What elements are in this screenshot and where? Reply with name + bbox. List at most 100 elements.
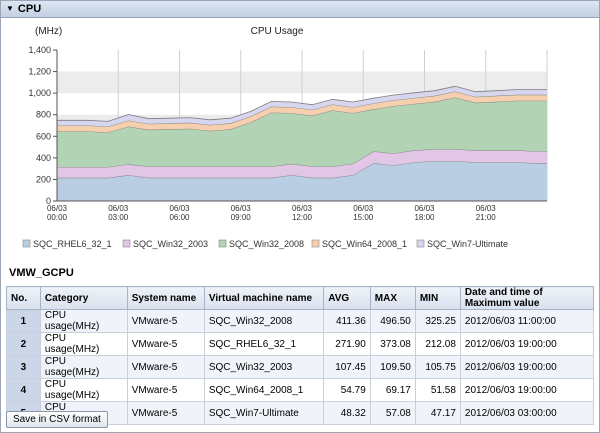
- table-cell: 4: [6, 378, 41, 402]
- column-header: System name: [126, 286, 205, 310]
- y-tick-label: 1,200: [28, 67, 51, 77]
- legend-label: SQC_Win32_2003: [133, 239, 208, 249]
- area-series: [57, 86, 547, 127]
- table-cell: 2: [6, 332, 41, 356]
- cpu-section-header[interactable]: ▼ CPU: [1, 1, 599, 18]
- table-cell: VMware-5: [126, 401, 205, 425]
- cpu-usage-chart: 0 200 400 600 800 1,000 1,200 1,400 06/03 00:00 06…: [22, 26, 548, 249]
- y-tick-label: 1,000: [28, 88, 51, 98]
- y-tick-label: 0: [46, 196, 51, 206]
- table-cell: 373.08: [369, 332, 416, 356]
- legend-swatch: [311, 239, 320, 248]
- table-cell: 2012/06/03 11:00:00: [459, 309, 595, 333]
- series-line: [57, 85, 547, 122]
- legend-swatch: [122, 239, 131, 248]
- column-header: Category: [39, 286, 128, 310]
- x-tick-label: 06/03: [231, 204, 252, 213]
- table-cell: SQC_RHEL6_32_1: [203, 332, 325, 356]
- table-cell: VMware-5: [126, 378, 205, 402]
- table-body: 1 CPU usage(MHz) VMware-5 SQC_Win32_2008 411…: [6, 309, 595, 425]
- table-cell: 47.17: [414, 401, 461, 425]
- table-cell: 107.45: [323, 355, 371, 379]
- x-tick-label: 21:00: [476, 213, 497, 222]
- table-cell: 271.90: [323, 332, 371, 356]
- table-cell: 411.36: [323, 309, 371, 333]
- table-cell: 48.32: [323, 401, 371, 425]
- x-tick-label: 06/03: [108, 204, 129, 213]
- area-series: [57, 97, 547, 167]
- table-cell: 2012/06/03 19:00:00: [459, 355, 595, 379]
- cpu-usage-table: No. Category System name Virtual machine na…: [6, 286, 595, 425]
- table-cell: VMware-5: [126, 355, 205, 379]
- triangle-down-icon[interactable]: ▼: [6, 4, 14, 13]
- legend-label: SQC_Win64_2008_1: [322, 239, 407, 249]
- x-tick-label: 09:00: [231, 213, 252, 222]
- area-series: [57, 149, 547, 178]
- table-cell: 2012/06/03 19:00:00: [459, 378, 595, 402]
- table-cell: 212.08: [414, 332, 461, 356]
- legend-label: SQC_Win32_2008: [229, 239, 304, 249]
- x-tick-label: 06/03: [353, 204, 374, 213]
- column-header: Date and time of Maximum value: [459, 286, 595, 310]
- table-cell: SQC_Win64_2008_1: [203, 378, 325, 402]
- y-tick-label: 600: [36, 131, 51, 141]
- x-tick-label: 00:00: [47, 213, 68, 222]
- column-header: MAX: [369, 286, 416, 310]
- table-cell: 496.50: [369, 309, 416, 333]
- area-series: [57, 161, 547, 201]
- y-tick-label: 400: [36, 153, 51, 163]
- y-tick-label: 1,400: [28, 45, 51, 55]
- section-title: CPU: [17, 3, 42, 15]
- table-cell: SQC_Win32_2003: [203, 355, 325, 379]
- save-csv-button[interactable]: Save in CSV format: [6, 411, 108, 428]
- x-tick-label: 06/03: [414, 204, 435, 213]
- legend-label: SQC_RHEL6_32_1: [33, 239, 112, 249]
- x-tick-label: 12:00: [292, 213, 313, 222]
- column-header: MIN: [414, 286, 461, 310]
- table-row: 4 CPU usage(MHz) VMware-5 SQC_Win64_2008_1 5…: [6, 378, 595, 402]
- area-series: [57, 91, 547, 133]
- column-header: No.: [6, 286, 41, 310]
- table-row: 3 CPU usage(MHz) VMware-5 SQC_Win32_2003 107…: [6, 355, 595, 379]
- table-title: VMW_GCPU: [9, 267, 74, 279]
- table-cell: 105.75: [414, 355, 461, 379]
- chart-title: CPU Usage: [251, 26, 304, 37]
- table-header-row: No. Category System name Virtual machine na…: [6, 286, 595, 310]
- x-tick-label: 06/03: [476, 204, 497, 213]
- y-tick-label: 200: [36, 174, 51, 184]
- x-tick-label: 15:00: [353, 213, 374, 222]
- table-cell: VMware-5: [126, 309, 205, 333]
- table-row: 2 CPU usage(MHz) VMware-5 SQC_RHEL6_32_1 271…: [6, 332, 595, 356]
- column-header: Virtual machine name: [203, 286, 325, 310]
- table-cell: VMware-5: [126, 332, 205, 356]
- legend-swatch: [218, 239, 227, 248]
- table-cell: 325.25: [414, 309, 461, 333]
- y-tick-label: 800: [36, 110, 51, 120]
- legend-label: SQC_Win7-Ultimate: [427, 239, 508, 249]
- table-cell: CPU usage(MHz): [39, 309, 128, 333]
- x-tick-label: 06:00: [169, 213, 190, 222]
- legend-swatch: [22, 239, 31, 248]
- x-tick-label: 06/03: [169, 204, 190, 213]
- table-cell: CPU usage(MHz): [39, 355, 128, 379]
- table-cell: CPU usage(MHz): [39, 378, 128, 402]
- column-header: AVG: [323, 286, 371, 310]
- x-tick-label: 03:00: [108, 213, 129, 222]
- table-cell: 57.08: [369, 401, 416, 425]
- table-row: 1 CPU usage(MHz) VMware-5 SQC_Win32_2008 411…: [6, 309, 595, 333]
- legend-swatch: [416, 239, 425, 248]
- x-tick-label: 18:00: [414, 213, 435, 222]
- table-cell: 109.50: [369, 355, 416, 379]
- x-tick-label: 06/03: [292, 204, 313, 213]
- table-cell: CPU usage(MHz): [39, 332, 128, 356]
- table-cell: SQC_Win32_2008: [203, 309, 325, 333]
- table-cell: 54.79: [323, 378, 371, 402]
- table-cell: 2012/06/03 03:00:00: [459, 401, 595, 425]
- table-cell: 2012/06/03 19:00:00: [459, 332, 595, 356]
- table-cell: 69.17: [369, 378, 416, 402]
- table-cell: SQC_Win7-Ultimate: [203, 401, 325, 425]
- y-axis-label: (MHz): [35, 26, 62, 37]
- table-cell: 1: [6, 309, 41, 333]
- table-cell: 3: [6, 355, 41, 379]
